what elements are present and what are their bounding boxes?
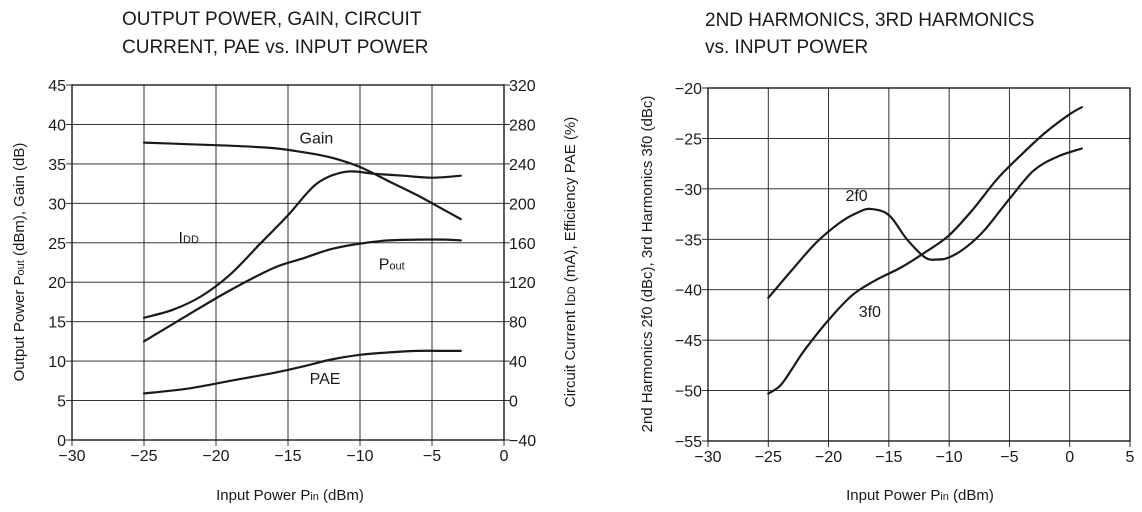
y-right-axis-label: Circuit Current IDD (mA), Efficiency PAE… [562, 117, 579, 407]
y-right-tick-label: 200 [509, 196, 536, 213]
y-left-tick-label: −25 [675, 131, 702, 148]
x-tick-label: −10 [936, 449, 963, 466]
y-right-tick-label: 160 [509, 236, 536, 253]
series-line-3f0 [767, 106, 1083, 395]
chart-title-line: CURRENT, PAE vs. INPUT POWER [122, 37, 429, 58]
x-tick-label: −25 [130, 448, 157, 465]
chart-2: 2ND HARMONICS, 3RD HARMONICS vs. INPUT PO… [639, 10, 1135, 504]
y-left-tick-label: 20 [48, 275, 66, 292]
y-left-tick-label: 25 [48, 236, 66, 253]
x-axis-label: Input Power Pin (dBm) [846, 487, 994, 504]
x-tick-label: −5 [1000, 449, 1018, 466]
y-right-tick-label: 40 [509, 354, 527, 371]
x-tick-label: −15 [875, 449, 902, 466]
plot-frame [707, 87, 1131, 442]
y-left-tick-label: 5 [57, 394, 66, 411]
y-right-tick-label: 0 [509, 394, 518, 411]
series-label-pae: PAE [310, 371, 341, 388]
y-left-tick-label: 35 [48, 157, 66, 174]
series-label-gain: Gain [300, 130, 334, 147]
x-axis-label: Input Power Pin (dBm) [216, 487, 364, 504]
chart-title-line: vs. INPUT POWER [705, 37, 868, 58]
y-left-tick-label: 30 [48, 196, 66, 213]
y-right-tick-label: −40 [509, 433, 536, 450]
y-left-tick-label: −40 [675, 283, 702, 300]
x-tick-label: 5 [1126, 449, 1135, 466]
chart-title-line: 2ND HARMONICS, 3RD HARMONICS [705, 10, 1034, 31]
series-label-pout: Pout [379, 257, 405, 274]
x-tick-label: −5 [423, 448, 441, 465]
chart-1: OUTPUT POWER, GAIN, CIRCUIT CURRENT, PAE … [11, 9, 579, 504]
y-left-tick-label: 40 [48, 117, 66, 134]
series-line-2f0 [767, 147, 1083, 299]
x-tick-label: 0 [500, 448, 509, 465]
y-left-tick-label: 0 [57, 433, 66, 450]
series-label-idd: IDD [179, 230, 199, 247]
y-left-tick-label: −55 [675, 434, 702, 451]
y-left-axis-label: 2nd Harmonics 2f0 (dBc), 3rd Harmonics 3… [639, 96, 656, 433]
x-tick-label: −20 [815, 449, 842, 466]
x-tick-label: −20 [202, 448, 229, 465]
x-tick-label: −10 [346, 448, 373, 465]
y-left-tick-label: 45 [48, 78, 66, 95]
y-right-tick-label: 240 [509, 157, 536, 174]
y-left-tick-label: −35 [675, 232, 702, 249]
y-right-tick-label: 80 [509, 315, 527, 332]
series-line-pae [142, 349, 462, 395]
x-tick-label: −30 [694, 449, 721, 466]
y-right-tick-label: 120 [509, 275, 536, 292]
y-left-tick-label: −20 [675, 81, 702, 98]
chart-title-line: OUTPUT POWER, GAIN, CIRCUIT [122, 9, 422, 30]
y-left-tick-label: −30 [675, 182, 702, 199]
y-left-tick-label: 10 [48, 354, 66, 371]
y-left-tick-label: −45 [675, 333, 702, 350]
y-right-tick-label: 280 [509, 117, 536, 134]
y-left-tick-label: 15 [48, 315, 66, 332]
x-tick-label: −30 [58, 448, 85, 465]
series-line-gain [142, 141, 462, 221]
y-right-tick-label: 320 [509, 78, 536, 95]
y-left-axis-label: Output Power Pout (dBm), Gain (dB) [11, 143, 28, 382]
series-line-pout [142, 238, 462, 343]
x-tick-label: −15 [274, 448, 301, 465]
x-tick-label: 0 [1065, 449, 1074, 466]
series-line-idd [142, 170, 462, 319]
y-left-tick-label: −50 [675, 384, 702, 401]
series-label-2f0: 2f0 [845, 188, 867, 205]
x-tick-label: −25 [755, 449, 782, 466]
series-label-3f0: 3f0 [859, 304, 881, 321]
